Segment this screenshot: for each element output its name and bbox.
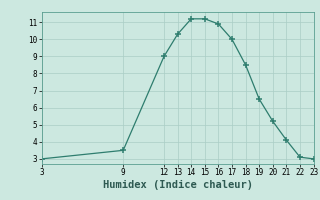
X-axis label: Humidex (Indice chaleur): Humidex (Indice chaleur) [103, 180, 252, 190]
